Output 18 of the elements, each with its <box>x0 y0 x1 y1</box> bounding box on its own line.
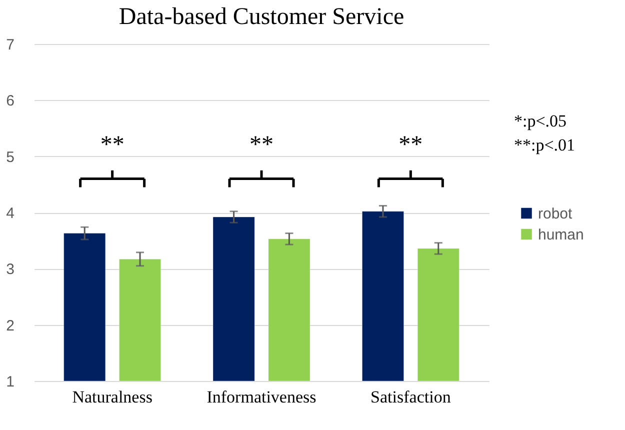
annotation: ** <box>100 132 124 158</box>
x-tick-label: Satisfaction <box>370 388 452 406</box>
legend-label: robot <box>538 205 574 222</box>
x-tick-label: Informativeness <box>206 388 316 406</box>
annotation: ** <box>250 132 274 158</box>
text: **:p<.01 <box>514 136 576 155</box>
annotation: ** <box>398 132 423 158</box>
chart-title: Data-based Customer Service <box>118 4 404 30</box>
y-tick-label: 4 <box>6 205 14 222</box>
y-tick-label: 7 <box>6 36 14 54</box>
text: *:p<.05 <box>514 112 567 131</box>
x-tick-label: Naturalness <box>72 388 152 406</box>
y-tick-label: 1 <box>6 374 14 390</box>
y-tick-label: 2 <box>6 317 14 334</box>
y-tick-label: 3 <box>6 261 14 278</box>
y-tick-label: 5 <box>6 148 14 166</box>
y-tick-label: 6 <box>6 92 14 110</box>
legend-label: human <box>538 226 584 244</box>
